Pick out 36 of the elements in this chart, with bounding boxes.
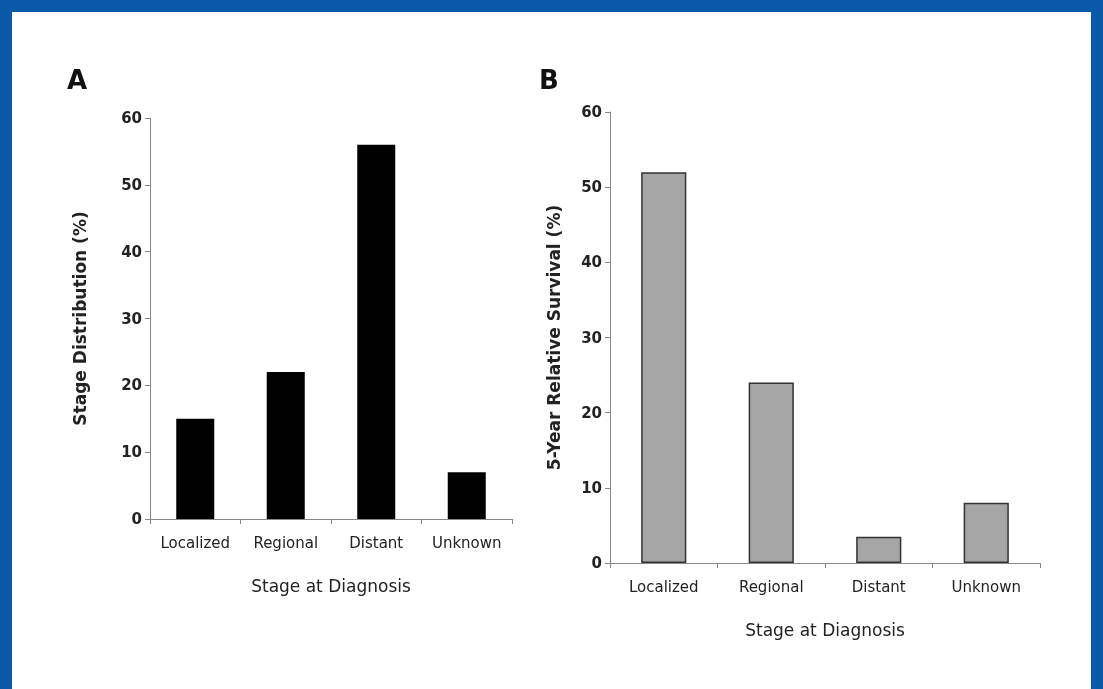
- x-tick-label: Regional: [738, 577, 804, 596]
- y-tick-label: 0: [591, 554, 602, 572]
- x-tick-label: Localized: [160, 533, 231, 552]
- chart-title: A: [67, 65, 88, 95]
- bar: [266, 371, 305, 519]
- bar: [963, 502, 1009, 563]
- y-tick-label: 60: [121, 109, 142, 127]
- x-tick-label: Unknown: [951, 577, 1022, 596]
- bar: [748, 382, 794, 563]
- y-tick-label: 60: [581, 103, 602, 121]
- y-tick-label: 20: [121, 376, 142, 395]
- y-tick-label: 40: [581, 253, 602, 272]
- x-axis-title: Stage at Diagnosis: [745, 619, 905, 640]
- x-tick-label: Localized: [628, 577, 699, 596]
- x-tick-label: Distant: [349, 533, 404, 552]
- bar: [447, 472, 486, 519]
- y-tick-label: 50: [581, 178, 602, 197]
- bar: [856, 536, 902, 563]
- chart-title: B: [539, 65, 559, 95]
- y-tick-label: 30: [581, 328, 602, 347]
- x-tick-label: Distant: [851, 577, 906, 596]
- y-tick-label: 0: [131, 510, 142, 528]
- y-tick-label: 20: [581, 403, 602, 422]
- y-tick-label: 30: [121, 309, 142, 328]
- y-tick-label: 50: [121, 175, 142, 194]
- bar: [176, 418, 215, 519]
- y-tick-label: 10: [121, 443, 142, 462]
- y-axis-title: Stage Distribution (%): [69, 211, 90, 426]
- x-tick-label: Regional: [253, 533, 319, 552]
- y-tick-label: 40: [121, 242, 142, 261]
- y-tick-label: 10: [581, 478, 602, 497]
- y-axis-title: 5-Year Relative Survival (%): [543, 204, 564, 471]
- bar: [357, 144, 396, 519]
- x-tick-label: Unknown: [431, 533, 502, 552]
- x-axis-title: Stage at Diagnosis: [251, 575, 411, 596]
- bar: [641, 172, 687, 563]
